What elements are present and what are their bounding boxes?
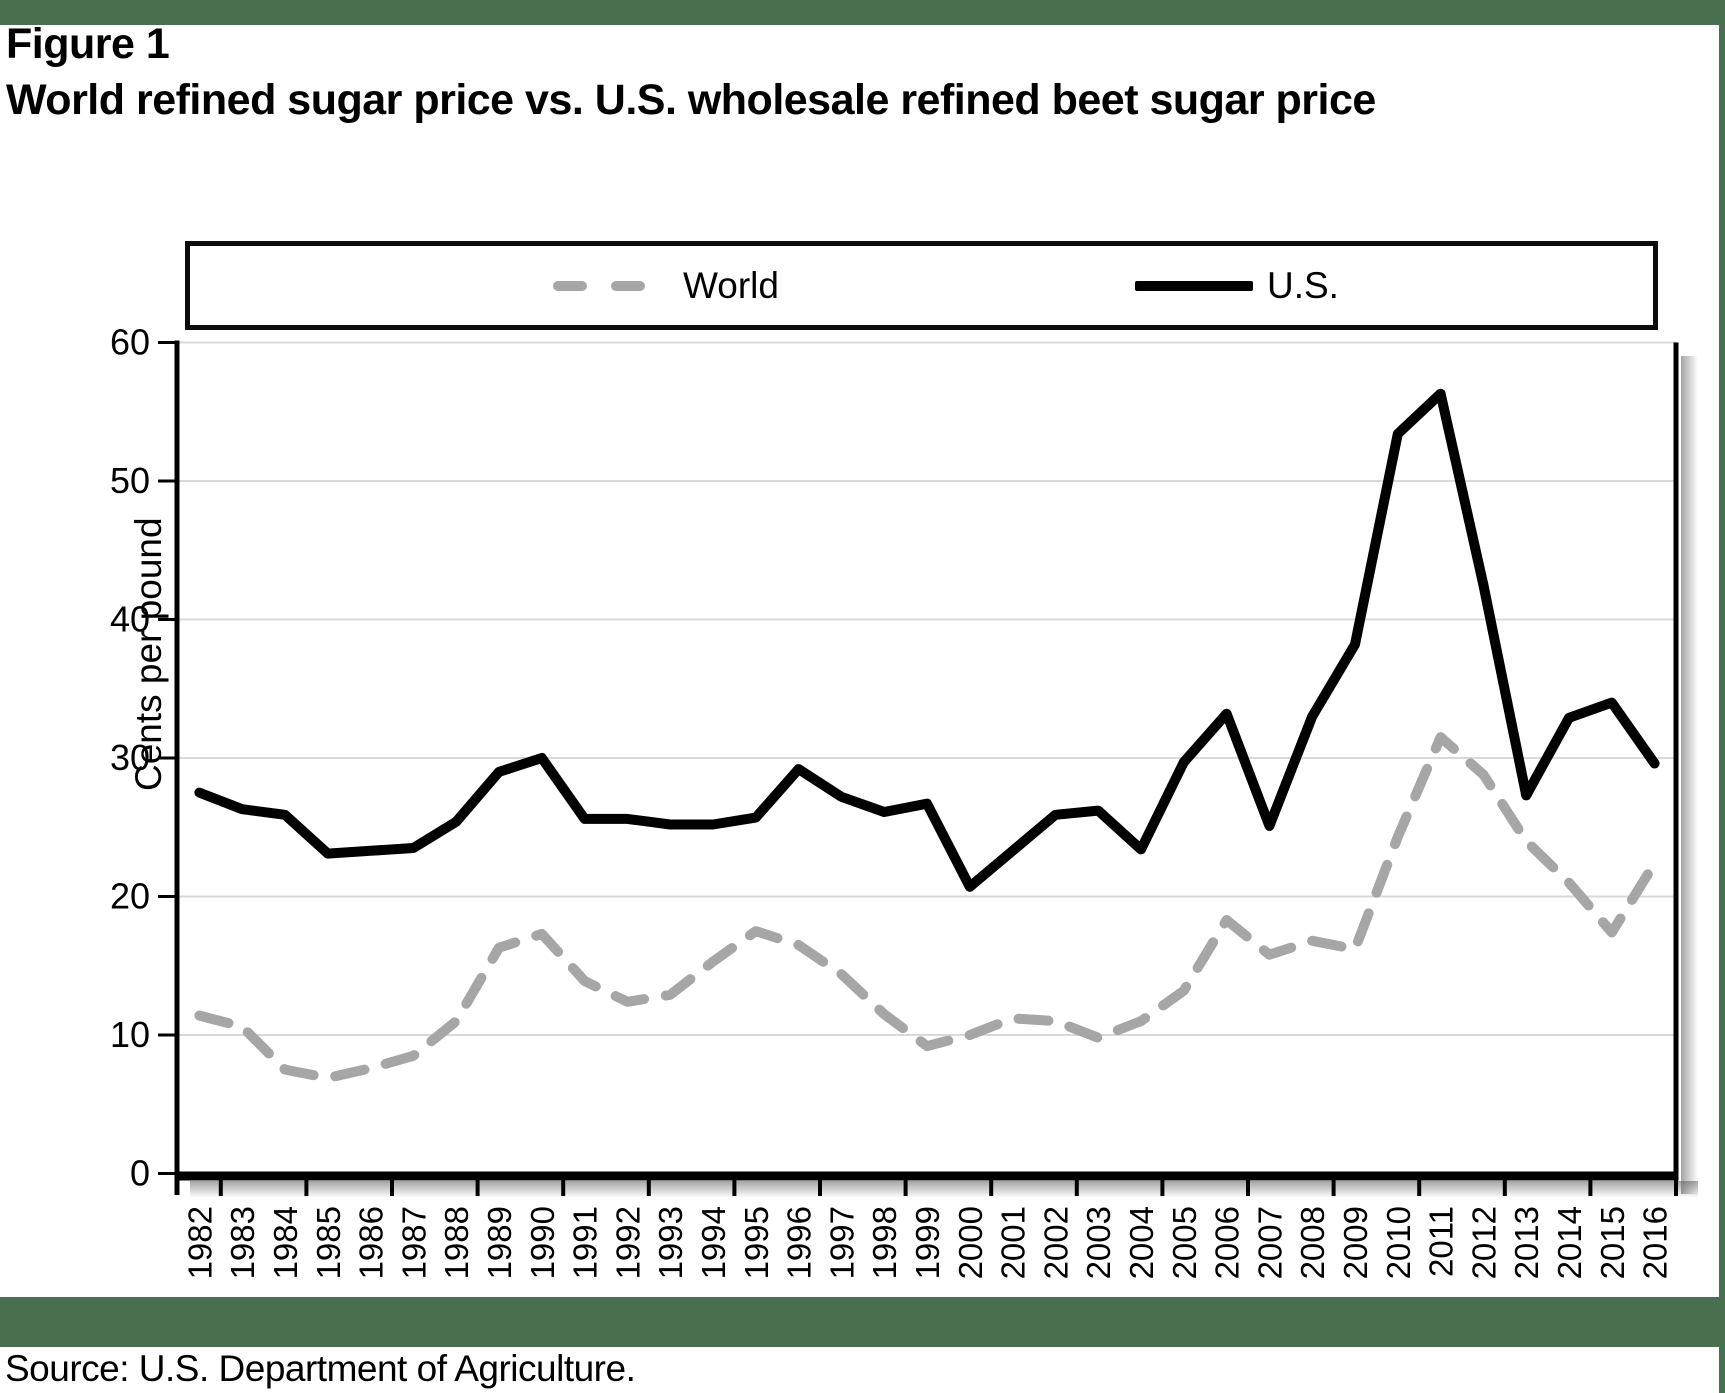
x-label-2004: 2004	[1123, 1206, 1160, 1279]
source-note: Source: U.S. Department of Agriculture.	[5, 1348, 636, 1389]
x-label-2007: 2007	[1251, 1206, 1288, 1279]
x-label-2000: 2000	[952, 1206, 989, 1279]
y-tick-label-40: 40	[110, 599, 150, 640]
x-label-1985: 1985	[310, 1206, 347, 1279]
x-label-2005: 2005	[1166, 1206, 1203, 1279]
plot-right-shadow	[1681, 356, 1698, 1194]
x-label-1994: 1994	[695, 1206, 732, 1279]
x-label-2006: 2006	[1209, 1206, 1246, 1279]
series-line-us	[194, 388, 1660, 892]
x-label-1986: 1986	[353, 1206, 390, 1279]
x-label-1996: 1996	[781, 1206, 818, 1279]
y-axis-title: Cents per pound	[127, 517, 169, 791]
x-label-2010: 2010	[1380, 1206, 1417, 1279]
top-accent-strip	[0, 0, 1725, 25]
x-label-2008: 2008	[1294, 1206, 1331, 1279]
right-accent-strip	[1719, 0, 1725, 1393]
y-tick-label-10: 10	[110, 1014, 150, 1055]
x-label-2012: 2012	[1465, 1206, 1502, 1279]
us-solid-line-icon	[1135, 280, 1253, 291]
legend-entry-us: U.S.	[1135, 246, 1339, 325]
x-label-1988: 1988	[438, 1206, 475, 1279]
series-line-world	[194, 732, 1660, 1083]
x-label-1993: 1993	[652, 1206, 689, 1279]
x-label-2009: 2009	[1337, 1206, 1374, 1279]
x-label-2011: 2011	[1423, 1206, 1460, 1277]
bottom-accent-band	[0, 1297, 1725, 1347]
x-label-2001: 2001	[995, 1206, 1032, 1279]
x-label-1987: 1987	[395, 1206, 432, 1279]
x-label-2015: 2015	[1594, 1206, 1631, 1279]
x-label-1982: 1982	[181, 1206, 218, 1279]
y-tick-label-60: 60	[110, 322, 150, 363]
x-label-1995: 1995	[738, 1206, 775, 1279]
y-tick-label-30: 30	[110, 737, 150, 778]
x-label-1990: 1990	[524, 1206, 561, 1279]
x-label-2003: 2003	[1080, 1206, 1117, 1279]
x-label-1999: 1999	[909, 1206, 946, 1279]
x-label-2016: 2016	[1637, 1206, 1674, 1279]
legend-us-label: U.S.	[1267, 265, 1339, 306]
y-tick-label-0: 0	[130, 1153, 150, 1194]
x-label-2014: 2014	[1551, 1206, 1588, 1279]
figure-label: Figure 1	[6, 20, 170, 68]
x-label-1998: 1998	[866, 1206, 903, 1279]
legend-world-label: World	[683, 265, 779, 306]
figure-title: World refined sugar price vs. U.S. whole…	[6, 76, 1376, 124]
world-dashed-line-icon	[553, 280, 669, 291]
x-label-1992: 1992	[609, 1206, 646, 1279]
x-label-1983: 1983	[224, 1206, 261, 1279]
x-label-2013: 2013	[1508, 1206, 1545, 1279]
x-label-2002: 2002	[1037, 1206, 1074, 1279]
x-label-1991: 1991	[567, 1206, 604, 1279]
x-label-1984: 1984	[267, 1206, 304, 1279]
x-label-1997: 1997	[823, 1206, 860, 1279]
plot-bottom-shadow	[190, 1181, 1698, 1198]
legend-box: World U.S.	[185, 241, 1658, 330]
y-tick-label-20: 20	[110, 876, 150, 917]
y-tick-label-50: 50	[110, 460, 150, 501]
x-label-1989: 1989	[481, 1206, 518, 1279]
legend-entry-world: World	[553, 246, 779, 325]
